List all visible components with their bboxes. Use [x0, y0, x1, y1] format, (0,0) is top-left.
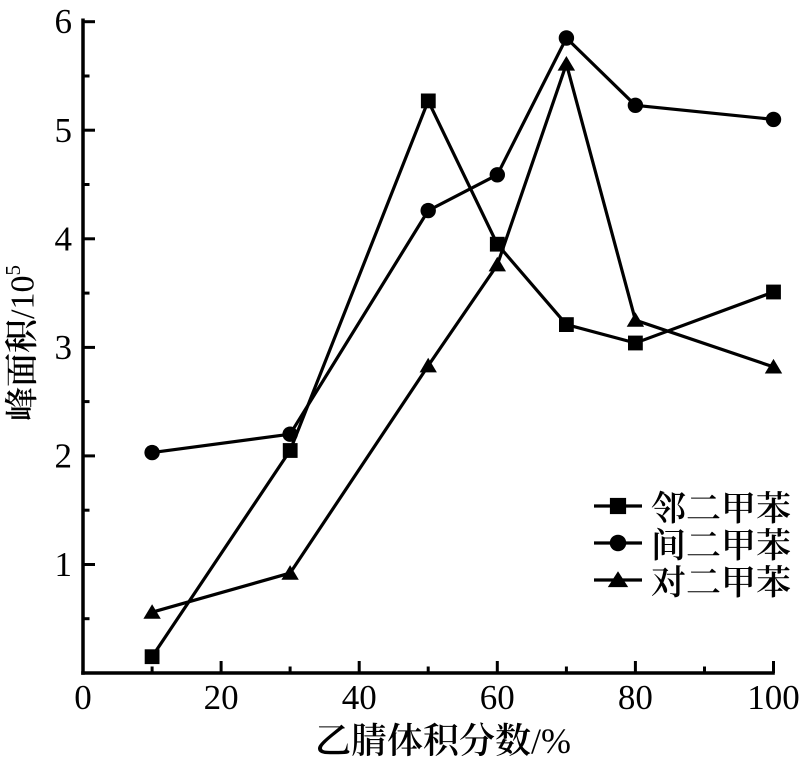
svg-text:0: 0 — [74, 678, 92, 717]
svg-text:5: 5 — [55, 111, 73, 150]
svg-text:100: 100 — [747, 678, 800, 717]
svg-text:20: 20 — [204, 678, 239, 717]
svg-text:4: 4 — [55, 219, 73, 258]
svg-text:40: 40 — [342, 678, 377, 717]
svg-text:1: 1 — [55, 545, 73, 584]
svg-text:3: 3 — [55, 328, 73, 367]
svg-text:/%: /% — [531, 721, 571, 761]
svg-text:80: 80 — [618, 678, 653, 717]
svg-text:2: 2 — [55, 436, 73, 475]
svg-text:6: 6 — [55, 2, 73, 41]
svg-text:60: 60 — [480, 678, 515, 717]
